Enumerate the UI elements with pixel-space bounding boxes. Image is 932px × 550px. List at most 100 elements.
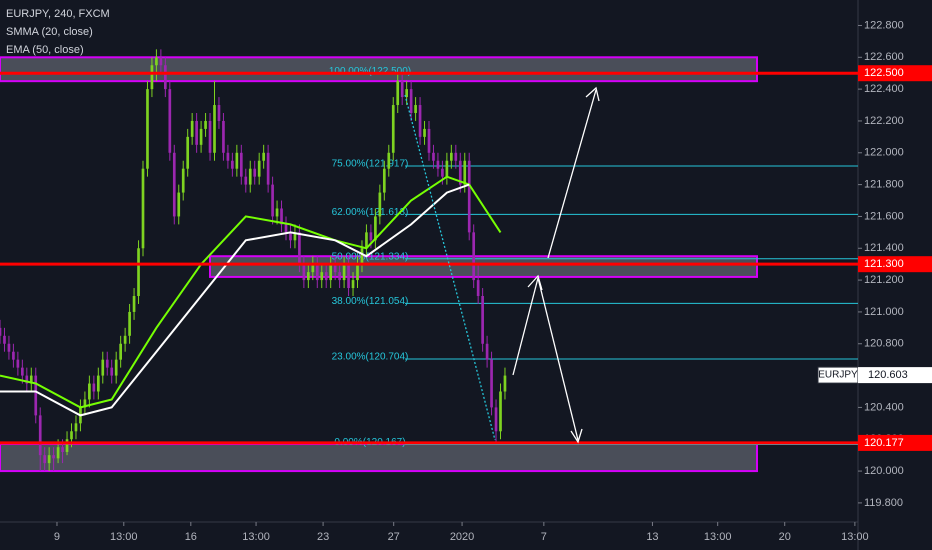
x-tick-label: 9 — [54, 531, 60, 543]
fib-label: 50.00%(121.334) — [332, 251, 409, 262]
candle-body — [432, 152, 435, 161]
x-tick-label: 7 — [541, 531, 547, 543]
candle-body — [315, 264, 319, 281]
candle-body — [414, 105, 417, 113]
candle-body — [333, 264, 337, 273]
arrow-head — [570, 428, 583, 444]
y-tick-label: 122.400 — [864, 83, 904, 95]
fib-label: 62.00%(121.613) — [332, 207, 409, 218]
candle-body — [199, 128, 203, 145]
candle-body — [503, 375, 507, 392]
y-tick-label: 122.600 — [864, 51, 904, 63]
candle-body — [293, 232, 297, 241]
candle-body — [360, 248, 364, 265]
candle-body — [43, 455, 47, 464]
price-tag-label: 121.300 — [864, 258, 904, 270]
candle-body — [204, 120, 207, 129]
candle-body — [96, 375, 100, 392]
candle-body — [284, 224, 288, 233]
candle-body — [150, 65, 154, 90]
candle-body — [70, 431, 73, 440]
arrow-head — [527, 274, 543, 291]
fib-label: 100.00%(122.500) — [329, 66, 411, 77]
header-indicator: SMMA (20, close) — [6, 26, 93, 38]
candle-body — [378, 192, 382, 217]
candle-body — [56, 447, 60, 459]
candle-body — [266, 152, 270, 185]
candle-body — [418, 105, 422, 137]
candle-body — [257, 160, 261, 177]
candle-body — [248, 168, 252, 185]
fib-trend-line — [404, 94, 496, 441]
candle-body — [351, 280, 355, 289]
candle-body — [190, 120, 194, 137]
candle-body — [289, 232, 292, 241]
candle-body — [382, 168, 386, 193]
candle-body — [280, 208, 283, 225]
candle-body — [320, 272, 324, 281]
x-tick-label: 2020 — [450, 531, 474, 543]
candle-body — [172, 152, 176, 217]
candle-body — [52, 455, 55, 459]
candle-body — [74, 423, 78, 432]
candle-body — [21, 367, 24, 376]
y-tick-label: 121.800 — [864, 179, 904, 191]
candle-body — [119, 343, 122, 360]
candle-body — [186, 136, 190, 169]
arrow — [547, 89, 597, 259]
candle-body — [128, 311, 131, 336]
y-tick-label: 122.000 — [864, 147, 904, 159]
candle-body — [231, 160, 234, 169]
candle-body — [217, 105, 221, 121]
y-tick-label: 120.400 — [864, 401, 904, 413]
candle-body — [164, 65, 167, 90]
candle-body — [450, 152, 453, 161]
candle-body — [7, 343, 11, 352]
candle-body — [239, 152, 243, 177]
candle-body — [481, 296, 484, 344]
candle-body — [92, 383, 96, 392]
zone — [0, 443, 758, 473]
price-tag-label: 122.500 — [864, 67, 904, 79]
candle-body — [213, 105, 216, 153]
candle-body — [405, 89, 408, 98]
price-tag — [858, 367, 932, 384]
candle-body — [0, 327, 2, 336]
candle-body — [342, 264, 346, 281]
price-tag-label: 120.177 — [864, 437, 904, 449]
candle-body — [181, 168, 185, 193]
candle-body — [369, 232, 373, 241]
candle-body — [400, 81, 404, 98]
y-tick-label: 121.200 — [864, 274, 904, 286]
header-indicator: EMA (50, close) — [6, 44, 84, 56]
candle-body — [88, 383, 91, 400]
candle-body — [155, 57, 158, 66]
candle-body — [105, 359, 109, 368]
price-tag — [858, 256, 932, 273]
y-tick-label: 122.800 — [864, 19, 904, 31]
candle-body — [436, 160, 440, 169]
candle-body — [101, 359, 105, 376]
candle-body — [409, 89, 413, 113]
candle-body — [137, 248, 140, 297]
y-tick-label: 120.800 — [864, 338, 904, 350]
candle-body — [338, 272, 341, 281]
candle-body — [356, 264, 359, 281]
x-tick-label: 13:00 — [242, 531, 270, 543]
candle-body — [387, 152, 391, 169]
candle-body — [146, 89, 149, 169]
candle-body — [467, 160, 471, 233]
candle-body — [29, 375, 33, 384]
candle-body — [490, 359, 493, 408]
candle-body — [476, 280, 480, 297]
candle-body — [485, 343, 489, 360]
candle-body — [365, 232, 368, 249]
indicator-line — [0, 183, 470, 417]
candle-body — [222, 120, 225, 153]
candle-body — [208, 120, 212, 153]
candle-body — [423, 128, 426, 137]
candle-body — [329, 264, 333, 281]
x-tick-label: 16 — [185, 531, 197, 543]
candle-body — [168, 89, 172, 153]
